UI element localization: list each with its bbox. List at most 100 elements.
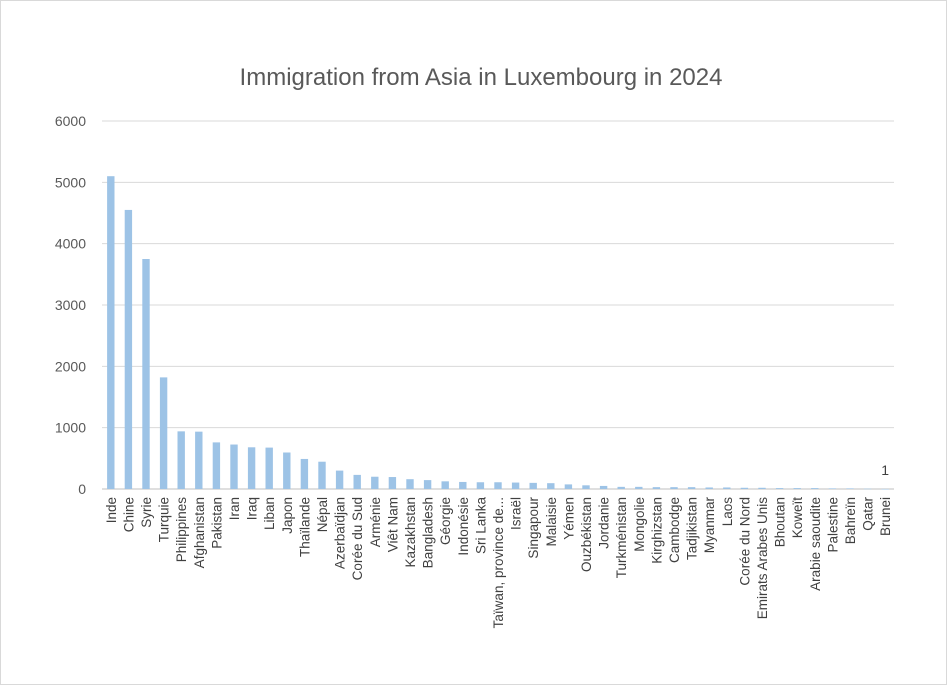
x-tick-label: Corée du Sud — [350, 497, 365, 580]
bar — [388, 477, 397, 489]
x-tick-label: Inde — [104, 497, 119, 523]
x-tick-label: Chine — [121, 497, 136, 532]
bar — [142, 259, 150, 489]
bar — [599, 485, 608, 489]
bar — [476, 482, 485, 489]
x-tick-label: Qatar — [861, 496, 876, 530]
x-tick-label: Singapour — [526, 497, 541, 559]
y-tick-label: 3000 — [55, 297, 86, 313]
bars — [107, 176, 889, 490]
category-labels: Inde Chine Syrie Turquie Philippines Afghanis… — [104, 496, 893, 628]
x-tick-label: Cambodge — [667, 497, 682, 563]
x-tick-label: Sri Lanka — [473, 497, 488, 555]
x-tick-label: Yémen — [561, 497, 576, 540]
bar — [670, 487, 678, 489]
x-tick-label: Palestine — [825, 497, 840, 553]
bar — [863, 488, 872, 490]
x-tick-label: Viêt Nam — [385, 497, 400, 552]
bar — [247, 447, 256, 489]
bar — [635, 486, 643, 489]
x-tick-label: Géorgie — [438, 497, 453, 545]
bar — [793, 488, 801, 489]
x-tick-label: Thaïlande — [297, 497, 312, 557]
x-tick-label: Kazakhstan — [403, 497, 418, 568]
x-tick-label: Tadjikistan — [685, 497, 700, 560]
bar — [617, 486, 625, 489]
bar — [564, 484, 573, 489]
bar — [723, 487, 731, 489]
x-tick-label: Turquie — [157, 497, 172, 542]
bar — [230, 444, 238, 489]
data-label: 1 — [881, 462, 889, 478]
bar — [652, 487, 661, 489]
bar — [441, 481, 449, 489]
x-tick-label: Japon — [280, 497, 295, 534]
bar — [846, 488, 854, 489]
bar — [371, 476, 379, 489]
x-tick-label: Arménie — [368, 497, 383, 547]
x-tick-label: Laos — [720, 497, 735, 527]
y-axis-ticks: 0 1000 2000 3000 4000 5000 6000 — [55, 113, 86, 497]
bar — [828, 488, 837, 489]
y-tick-label: 1000 — [55, 420, 86, 436]
x-tick-label: Corée du Nord — [737, 497, 752, 586]
bar — [265, 447, 273, 489]
x-tick-label: Liban — [262, 497, 277, 530]
y-tick-label: 2000 — [55, 358, 86, 374]
x-tick-label: Israël — [509, 497, 524, 530]
x-tick-label: Malaisie — [544, 497, 559, 547]
x-tick-label: Iraq — [245, 497, 260, 520]
x-tick-label: Koweït — [790, 497, 805, 539]
bar — [494, 482, 502, 489]
bar — [811, 488, 819, 489]
y-tick-label: 0 — [78, 481, 86, 497]
bar — [511, 482, 520, 489]
gridlines — [102, 120, 894, 490]
x-tick-label: Indonésie — [456, 497, 471, 556]
x-tick-label: Ouzbékistan — [579, 497, 594, 572]
bar — [159, 377, 168, 489]
x-tick-label: Philippines — [174, 497, 189, 563]
bar — [318, 461, 326, 489]
y-tick-label: 6000 — [55, 113, 86, 129]
bar — [406, 479, 414, 489]
bar — [300, 458, 309, 489]
bar — [177, 431, 185, 489]
bar — [423, 480, 432, 489]
x-tick-label: Bahreïn — [843, 497, 858, 544]
x-tick-label: Azerbaïdjan — [333, 497, 348, 569]
bar — [705, 487, 713, 489]
x-tick-label: Syrie — [139, 497, 154, 528]
bar — [335, 470, 344, 489]
bar — [582, 485, 590, 489]
x-tick-label: Myanmar — [702, 497, 717, 554]
x-tick-label: Bhoutan — [773, 497, 788, 547]
x-tick-label: Turkménistan — [614, 497, 629, 578]
bar — [283, 452, 291, 489]
bar — [107, 176, 115, 489]
bar — [687, 487, 696, 489]
x-tick-label: Iran — [227, 497, 242, 520]
x-tick-label: Jordanie — [597, 497, 612, 549]
bar — [775, 488, 784, 489]
x-tick-label: Afghanistan — [192, 497, 207, 568]
bar — [124, 209, 133, 489]
y-tick-label: 5000 — [55, 174, 86, 190]
bar — [353, 474, 361, 489]
bar — [740, 487, 749, 489]
x-tick-label: Brunei — [878, 497, 893, 536]
bar — [212, 442, 221, 489]
bar — [195, 431, 203, 489]
chart-title: Immigration from Asia in Luxembourg in 2… — [240, 64, 723, 91]
bar — [881, 488, 889, 490]
bar — [529, 482, 537, 489]
bar — [459, 481, 467, 489]
bar — [547, 483, 555, 489]
y-tick-label: 4000 — [55, 236, 86, 252]
x-tick-label: Pakistan — [209, 497, 224, 549]
x-tick-label: Taïwan, province de... — [491, 497, 506, 628]
x-tick-label: Kirghizstan — [649, 497, 664, 564]
x-tick-label: Bangladesh — [421, 497, 436, 568]
